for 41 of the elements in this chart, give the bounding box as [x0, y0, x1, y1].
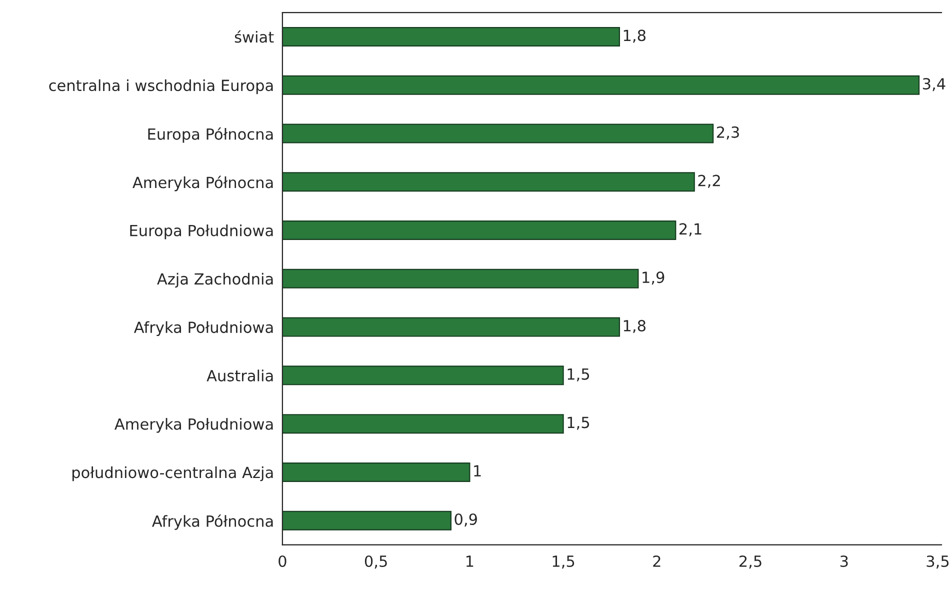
bar [282, 75, 920, 95]
data-label: 1,5 [568, 416, 590, 430]
bar [282, 366, 564, 386]
bar [282, 27, 620, 46]
data-label: 3,4 [922, 78, 946, 92]
y-tick-label: Ameryka Południowa [114, 418, 273, 433]
y-tick-label: Ameryka Północna [132, 176, 273, 192]
y-tick-label: Australia [206, 370, 273, 382]
bar [282, 172, 695, 192]
y-tick-label: centralna i wschodnia Europa [49, 79, 273, 94]
data-label: 1 [474, 465, 481, 476]
y-tick-label: Azja Zachodnia [157, 272, 273, 288]
data-label: 1,5 [568, 368, 590, 382]
data-label: 2,3 [716, 126, 739, 140]
data-label: 2,2 [698, 174, 720, 188]
y-tick-label: świat [234, 30, 274, 43]
data-label: 1,8 [624, 320, 646, 334]
y-tick-label: Europa Południowa [130, 224, 273, 240]
data-label: 1,8 [624, 30, 646, 43]
x-tick-label: 2 [653, 555, 660, 567]
x-tick-label: 2,5 [739, 555, 762, 569]
bar [282, 510, 452, 530]
x-tick-label: 0 [278, 555, 286, 568]
x-tick-label: 3 [840, 555, 848, 568]
y-tick-label: południowo-centralna Azja [72, 466, 273, 482]
y-tick-label: Europa Północna [148, 127, 273, 143]
y-tick-label: Afryka Północna [152, 514, 273, 530]
bar [282, 414, 564, 434]
bar [282, 268, 639, 288]
x-tick-label: 1,5 [552, 556, 574, 569]
bar [282, 462, 470, 482]
y-tick-label: Afryka Południowa [134, 321, 273, 336]
bar [282, 317, 620, 337]
x-tick-label: 3,5 [926, 555, 949, 569]
bar [282, 124, 714, 144]
bar [282, 220, 676, 240]
x-tick-label: 1 [466, 556, 474, 567]
data-label: 0,9 [454, 513, 477, 527]
x-tick-label: 0,5 [364, 555, 387, 569]
data-label: 1,9 [642, 272, 664, 285]
data-label: 2,1 [680, 223, 702, 236]
